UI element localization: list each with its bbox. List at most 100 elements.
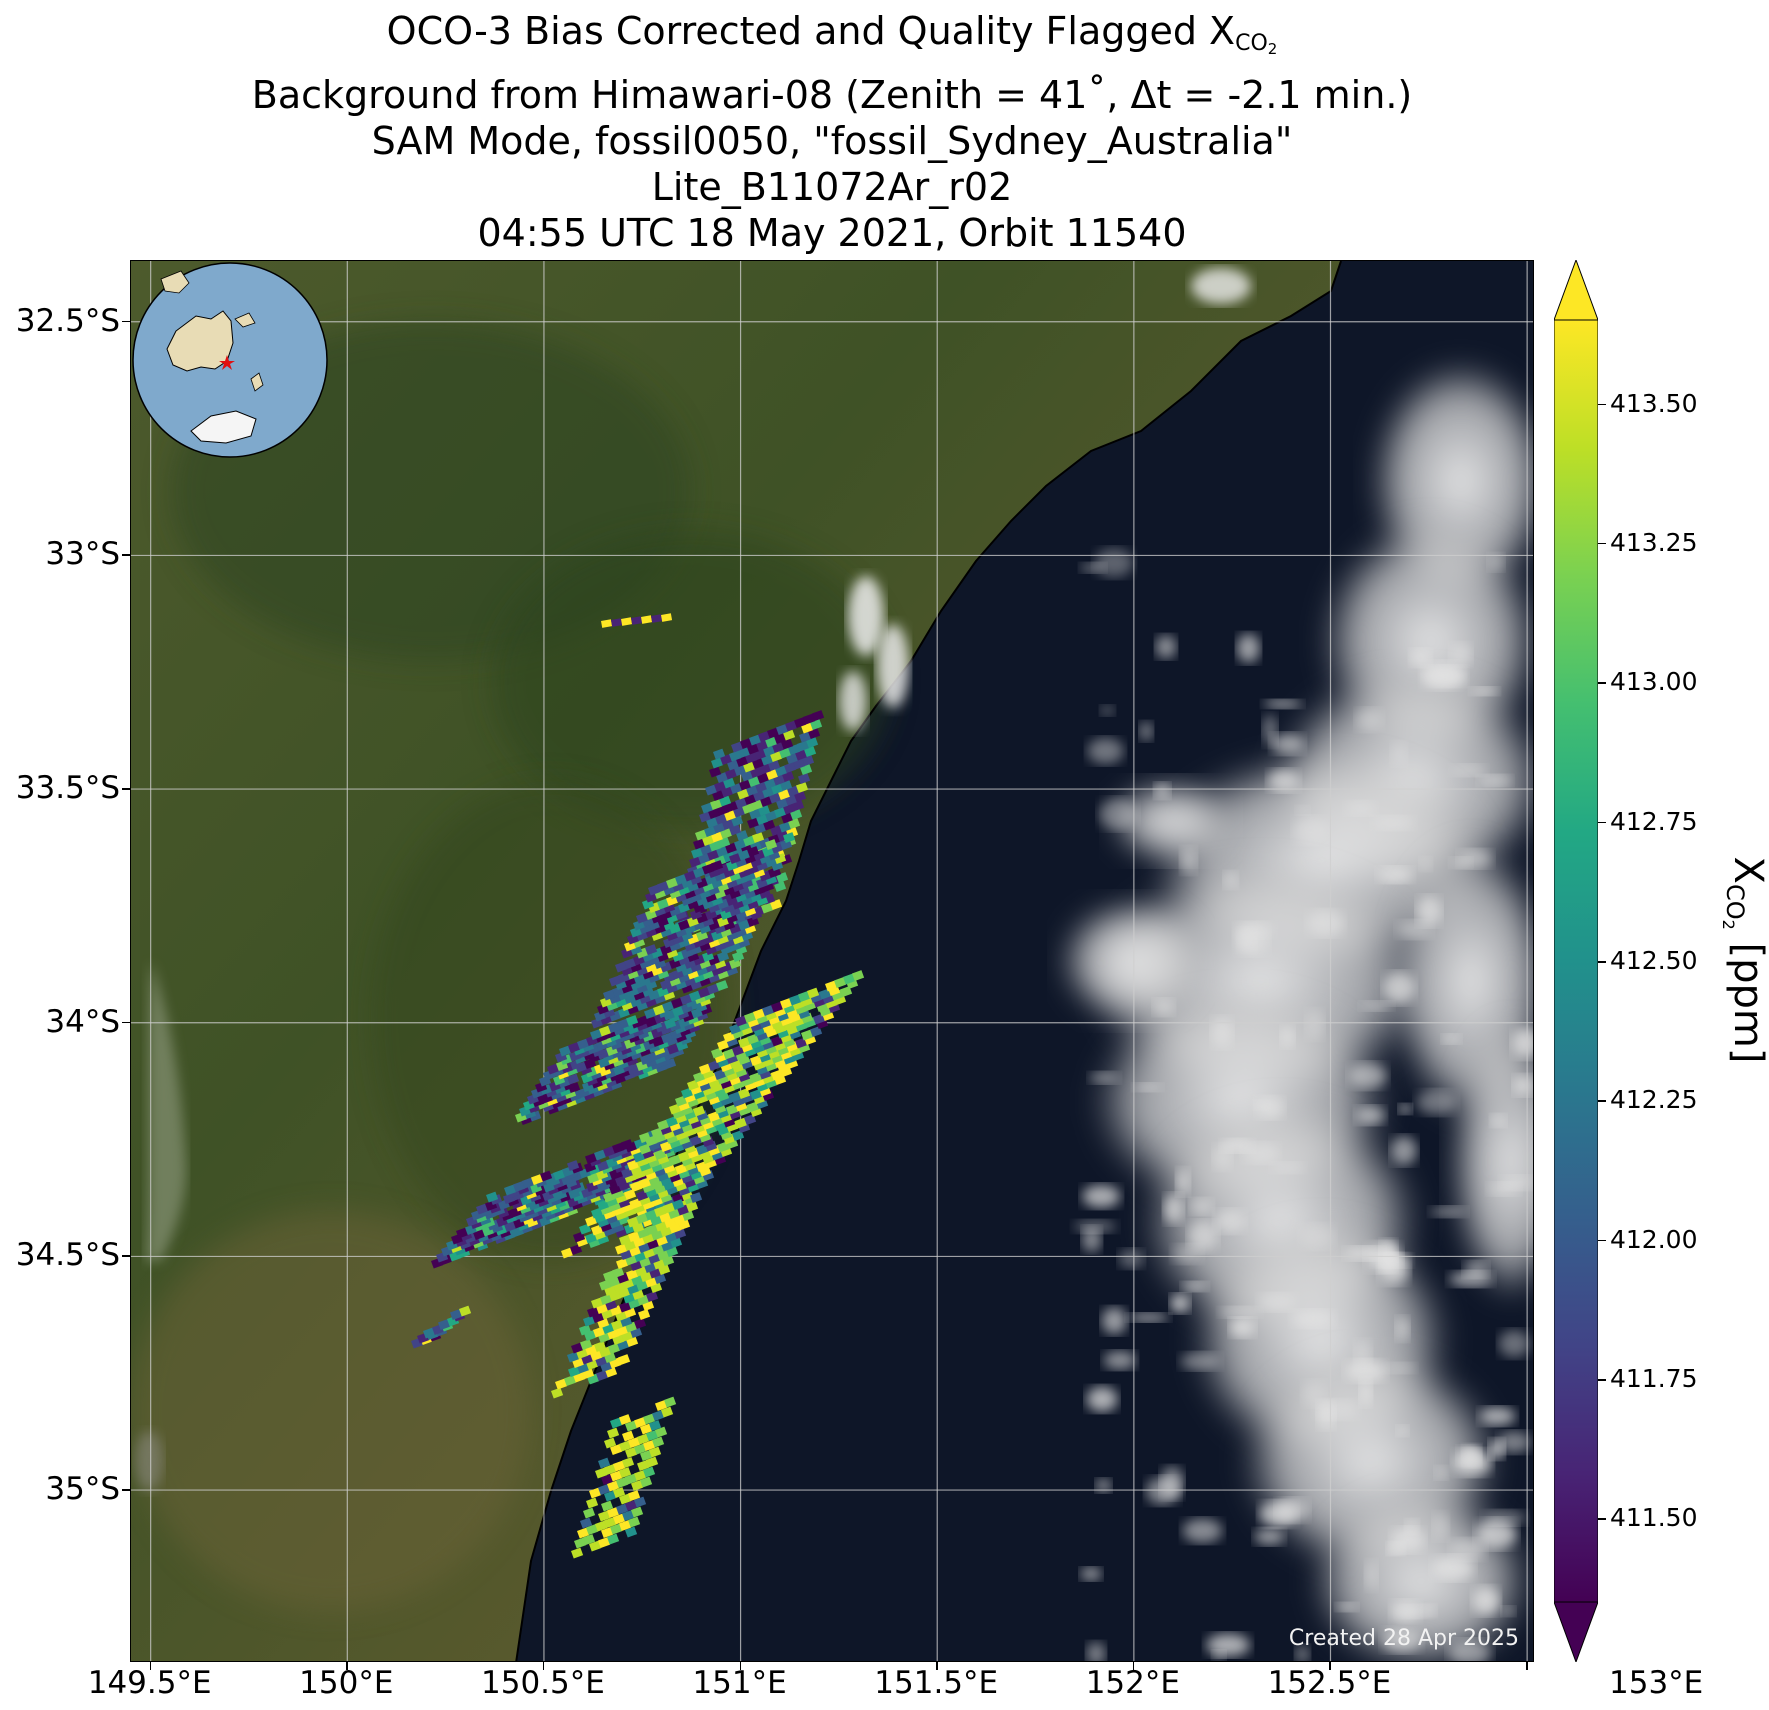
sounding-cell [761, 902, 774, 914]
sounding-cell [604, 1437, 617, 1449]
longitude-tick [149, 1662, 152, 1670]
sounding-cell [798, 991, 811, 1003]
cloud-puff [1355, 1106, 1386, 1125]
sounding-cell [645, 944, 658, 956]
sounding-cell [644, 1008, 657, 1020]
sounding-cell [485, 1191, 499, 1203]
sounding-cell [580, 1517, 593, 1529]
sounding-cell [622, 1510, 635, 1522]
sounding-cell [636, 912, 649, 924]
sounding-cell [803, 713, 816, 725]
sounding-cell [621, 947, 634, 959]
cloud-puff [1416, 1090, 1457, 1115]
sounding-cell [691, 847, 704, 859]
cloud-puff [1271, 1162, 1305, 1173]
sounding-cell [680, 994, 693, 1006]
cloud-puff [1082, 1184, 1121, 1208]
map-panel[interactable]: Created 28 Apr 2025 [130, 260, 1534, 1662]
sounding-cell [456, 1227, 469, 1239]
longitude-tick-label: 151°E [692, 1665, 787, 1701]
sounding-cell [660, 979, 673, 991]
cloud-puff [1396, 1425, 1409, 1437]
sounding-cell [450, 1309, 463, 1321]
sounding-cell [567, 1351, 580, 1363]
sounding-cell [642, 898, 655, 910]
sounding-cell [619, 1520, 632, 1532]
cloud-puff [1295, 805, 1310, 815]
cloud-puff [1095, 1478, 1112, 1493]
latitude-tick [122, 1489, 130, 1491]
longitude-tick [936, 1662, 938, 1670]
sounding-cell [729, 1091, 742, 1103]
cloud-puff [1450, 1538, 1486, 1560]
cloud-puff [1280, 1025, 1295, 1048]
sounding-cell [631, 616, 643, 625]
sounding-cell [594, 1149, 607, 1161]
cloud-puff [1487, 1182, 1520, 1196]
sounding-cell [607, 1427, 620, 1439]
cloud-puff [1236, 633, 1260, 663]
cloud-puff [1180, 847, 1197, 874]
sounding-cell [738, 919, 751, 931]
sounding-cell [604, 1517, 617, 1529]
newguinea-shape [234, 312, 256, 328]
cloud-puff [1449, 1271, 1493, 1287]
cloud-puff [1462, 1445, 1482, 1467]
sounding-cell [513, 1181, 526, 1193]
sounding-cell [714, 781, 727, 793]
sounding-cell [653, 1004, 666, 1016]
cloud-puff [1086, 1386, 1118, 1412]
cloud-puff [1416, 896, 1442, 926]
sounding-cell [640, 1423, 653, 1435]
cloud-puff [1490, 1114, 1507, 1128]
sounding-cell [744, 1012, 757, 1024]
longitude-tick [1132, 1662, 1135, 1670]
sounding-cell [666, 895, 679, 907]
cloud-puff [1344, 1246, 1383, 1261]
sounding-cell [784, 762, 797, 774]
cloud-puff [1384, 1362, 1416, 1374]
sounding-cell [603, 989, 616, 1001]
sounding-cell [720, 909, 733, 921]
cloud-puff [1206, 1633, 1251, 1657]
sounding-cell [613, 1513, 626, 1525]
sounding-cell [705, 784, 718, 796]
sounding-cell [625, 1420, 638, 1432]
latitude-tick-label: 35°S [45, 1471, 120, 1508]
sounding-cell [747, 817, 760, 829]
sounding-cell [768, 867, 781, 879]
cloud-puff [1430, 1206, 1467, 1218]
sounding-cell [567, 1160, 580, 1172]
sounding-cell [678, 919, 691, 931]
cloud-puff [1390, 1135, 1418, 1165]
cloud-puff [1103, 1351, 1137, 1370]
sounding-cell [597, 1003, 610, 1015]
sounding-cell [693, 838, 706, 850]
sounding-cell [663, 937, 676, 949]
sounding-cell [618, 1467, 632, 1479]
sounding-cell [716, 980, 729, 992]
sounding-cell [617, 1018, 630, 1030]
cloud-puff [1101, 1307, 1127, 1335]
sounding-cell [645, 1209, 658, 1221]
sounding-cell [619, 1440, 632, 1452]
cloud-puff [1086, 1641, 1106, 1661]
sounding-cell [559, 1045, 572, 1057]
colorbar-tick-label: 412.50 [1610, 946, 1698, 975]
sounding-cell [762, 846, 775, 858]
sounding-cell [825, 980, 838, 992]
colorbar-tick [1598, 1379, 1606, 1381]
sounding-cell [704, 826, 717, 838]
sounding-cell [702, 863, 715, 875]
sounding-cell [640, 1054, 653, 1066]
sounding-cell [711, 860, 724, 872]
cloud-puff [1253, 1100, 1270, 1110]
cloud-puff [1258, 1293, 1296, 1311]
sounding-cell [608, 1343, 621, 1355]
cloud-puff [1449, 643, 1472, 666]
sounding-cell [607, 1533, 620, 1545]
sounding-cell [568, 1042, 581, 1054]
sounding-cell [696, 930, 709, 942]
sounding-cell [616, 1503, 629, 1515]
sounding-cell [651, 614, 663, 623]
